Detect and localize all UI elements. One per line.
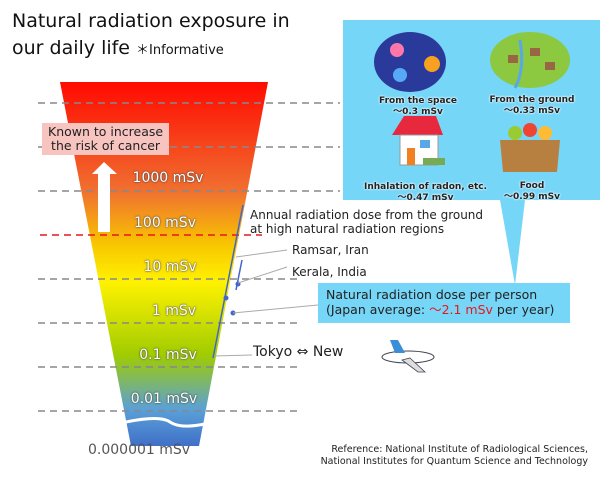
flight-label: Tokyo ⇔ New bbox=[253, 344, 344, 360]
level-0-01: 0.01 mSv bbox=[130, 391, 198, 407]
ramsar-label: Ramsar, Iran bbox=[292, 243, 369, 257]
high-regions-label: Annual radiation dose from the ground at … bbox=[250, 208, 484, 236]
source-radon: Inhalation of radon, etc. ～0.47 mSv bbox=[364, 182, 487, 203]
house-icon bbox=[392, 116, 445, 166]
reference-note: Reference: National Institute of Radiolo… bbox=[320, 444, 588, 467]
up-arrow-icon bbox=[92, 162, 117, 232]
source-food: Food ～0.99 mSv bbox=[503, 181, 561, 202]
japan-average-callout: Natural radiation dose per person (Japan … bbox=[318, 283, 570, 323]
level-1000: 1000 mSv bbox=[132, 170, 204, 186]
cancer-risk-box: Known to increase the risk of cancer bbox=[42, 123, 170, 155]
level-100: 100 mSv bbox=[134, 215, 196, 231]
food-box-icon bbox=[500, 123, 560, 172]
airplane-icon bbox=[381, 340, 435, 373]
village-icon bbox=[490, 32, 570, 89]
level-0-1: 0.1 mSv bbox=[139, 347, 197, 363]
level-1: 1 mSv bbox=[151, 303, 197, 319]
source-space: From the space ～0.3 mSv bbox=[379, 96, 457, 117]
source-ground: From the ground ～0.33 mSv bbox=[489, 95, 575, 116]
level-10: 10 mSv bbox=[143, 259, 197, 275]
level-bottom: 0.000001 mSv bbox=[88, 442, 191, 458]
scale-break bbox=[125, 417, 206, 428]
kerala-label: Kerala, India bbox=[292, 265, 367, 279]
space-icon bbox=[374, 32, 446, 92]
page-title: Natural radiation exposure in our daily l… bbox=[12, 10, 290, 59]
